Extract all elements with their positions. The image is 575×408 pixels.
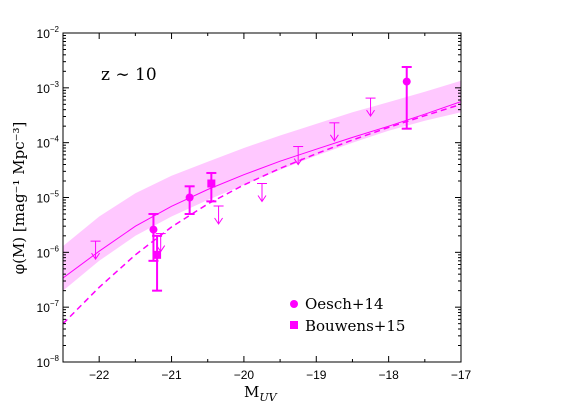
x-tick-label: −19 (306, 368, 327, 382)
upper-limit-arrowhead (293, 158, 303, 166)
y-tick-label-base: 10 (37, 246, 51, 260)
y-tick-label-base: 10 (37, 356, 51, 370)
upper-limit-arrowhead (366, 109, 375, 117)
upper-limit-arrowhead (91, 252, 100, 261)
y-tick-label-exponent: −2 (50, 25, 60, 34)
legend-label-bouwens: Bouwens+15 (305, 317, 405, 335)
upper-limit-arrowhead (257, 195, 267, 203)
y-tick-label-exponent: −5 (50, 190, 60, 199)
ticks: −22 −21 −20 −19 −18 −1710−810−710−610−510−410… (37, 25, 472, 382)
upper-limit-arrow (257, 183, 267, 203)
x-axis-title-main: M (244, 383, 259, 401)
uncertainty-band (63, 80, 461, 291)
y-tick-label-exponent: −8 (50, 354, 60, 363)
y-tick-label: 10−6 (37, 244, 60, 260)
y-axis-title: φ(M) [mag⁻¹ Mpc⁻³] (10, 122, 28, 275)
x-tick-label: −20 (234, 368, 255, 382)
redshift-annotation: z ∼ 10 (101, 65, 157, 85)
y-tick-label-exponent: −4 (50, 135, 60, 144)
x-tick-label: −17 (451, 368, 472, 382)
data-point-bouwens-15 (152, 234, 163, 292)
square-marker (207, 179, 216, 188)
model-curve-solid (63, 101, 461, 279)
upper-limit-arrowhead (329, 134, 339, 142)
square-marker (153, 250, 162, 259)
y-tick-label-base: 10 (37, 27, 51, 41)
upper-limit-arrows (90, 97, 376, 261)
legend-marker-oesch (290, 300, 298, 308)
y-tick-label-base: 10 (37, 301, 51, 315)
model-curve-dashed (63, 103, 461, 325)
y-tick-label: 10−4 (37, 135, 60, 151)
model-curves (63, 101, 461, 325)
upper-limit-arrow (90, 240, 101, 261)
legend-label-oesch: Oesch+14 (305, 295, 384, 313)
uncertainty-band-area (63, 80, 461, 291)
y-tick-label-base: 10 (37, 82, 51, 96)
y-tick-label: 10−3 (37, 80, 60, 96)
y-tick-label: 10−5 (37, 190, 60, 206)
legend: Oesch+14 Bouwens+15 (290, 295, 405, 335)
circle-marker (402, 77, 411, 86)
y-tick-label: 10−8 (37, 354, 60, 370)
data-points (148, 65, 412, 292)
data-point-oesch-14 (184, 185, 195, 216)
y-tick-label-exponent: −7 (50, 299, 60, 308)
upper-limit-arrow (213, 205, 224, 225)
data-point-oesch-14 (401, 65, 412, 130)
x-axis-title-sub: UV (259, 391, 277, 404)
x-tick-label: −18 (378, 368, 399, 382)
upper-limit-arrow (329, 122, 340, 142)
circle-marker (185, 193, 194, 202)
legend-marker-bouwens (290, 321, 298, 329)
data-point-bouwens-15 (206, 171, 217, 203)
upper-limit-arrow (365, 97, 376, 117)
upper-limit-arrow (293, 146, 304, 166)
x-axis-title: MUV (244, 383, 278, 404)
y-tick-label: 10−2 (37, 25, 60, 41)
circle-marker (149, 225, 158, 234)
x-tick-label: −22 (89, 368, 110, 382)
y-tick-label-base: 10 (37, 137, 51, 151)
y-tick-label-exponent: −6 (50, 244, 60, 253)
y-tick-label-base: 10 (37, 192, 51, 206)
y-tick-label-exponent: −3 (50, 80, 60, 89)
svg-text:MUV: MUV (244, 383, 278, 404)
x-tick-label: −21 (161, 368, 182, 382)
upper-limit-arrowhead (214, 217, 223, 225)
y-tick-label: 10−7 (37, 299, 60, 315)
